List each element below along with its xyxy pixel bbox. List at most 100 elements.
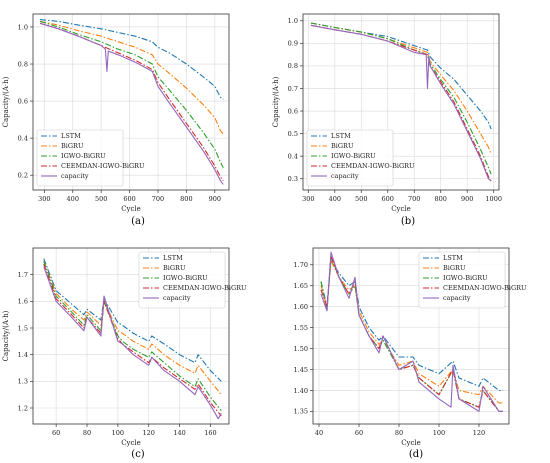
y-axis-label: Capacity/(A·h) (2, 76, 10, 127)
x-tick-label: 60 (355, 429, 363, 437)
x-tick-label: 100 (433, 429, 445, 437)
y-tick-label: 1.70 (294, 261, 308, 269)
y-tick-label: 1.45 (294, 366, 308, 374)
x-tick-label: 500 (355, 195, 367, 203)
legend-box (138, 251, 226, 309)
x-tick-label: 700 (152, 195, 164, 203)
x-tick-label: 800 (435, 195, 447, 203)
series-line-ceemdan-igwo-bigru (39, 22, 224, 182)
y-tick-label: 1.3 (18, 378, 28, 386)
x-tick-label: 300 (38, 195, 50, 203)
panel-caption: (a) (131, 216, 145, 227)
series-line-igwo-bigru (320, 255, 503, 412)
x-tick-label: 500 (95, 195, 107, 203)
legend-entry: LSTM (163, 254, 183, 262)
x-tick-label: 80 (83, 429, 91, 437)
y-tick-label: 1.6 (18, 298, 28, 306)
legend-entry: IGWO-BiGRU (443, 274, 488, 282)
y-tick-label: 1.7 (18, 271, 28, 279)
x-tick-label: 300 (302, 195, 314, 203)
legend-entry: BiGRU (443, 264, 466, 272)
x-tick-label: 100 (112, 429, 124, 437)
legend-entry: capacity (331, 172, 359, 180)
y-tick-label: 0.6 (288, 107, 298, 115)
x-axis-label: Cycle (391, 205, 411, 213)
panel-a: 300 400 500 600 700 800 900 0.2 0.4 0.6 0.8 1.0 Cycl… (2, 13, 230, 227)
x-tick-label: 1000 (485, 195, 502, 203)
legend-entry: CEEMDAN-IGWO-BiGRU (331, 162, 415, 170)
y-tick-label: 1.5 (18, 324, 28, 332)
series-line-capacity (310, 24, 492, 182)
legend-entry: IGWO-BiGRU (331, 152, 376, 160)
y-tick-label: 0.7 (288, 85, 298, 93)
series-line-bigru (43, 261, 222, 396)
x-tick-label: 900 (461, 195, 473, 203)
x-tick-label: 60 (52, 429, 60, 437)
legend-entry: IGWO-BiGRU (61, 152, 106, 160)
y-tick-label: 1.60 (294, 303, 308, 311)
x-tick-label: 40 (315, 429, 323, 437)
y-tick-label: 0.5 (288, 130, 298, 138)
y-tick-label: 0.6 (18, 97, 28, 105)
x-tick-label: 700 (408, 195, 420, 203)
y-tick-label: 1.55 (294, 324, 308, 332)
x-tick-label: 900 (209, 195, 221, 203)
legend-entry: BiGRU (61, 142, 84, 150)
legend-box (418, 251, 506, 309)
series-line-ceemdan-igwo-bigru (43, 263, 222, 417)
series-line-lstm (43, 258, 222, 382)
x-tick-label: 80 (395, 429, 403, 437)
plot-frame (302, 13, 500, 191)
legend-entry: capacity (163, 294, 191, 302)
legend-entry: capacity (443, 294, 471, 302)
y-tick-label: 1.0 (18, 23, 28, 31)
x-tick-label: 120 (473, 429, 485, 437)
legend-entry: BiGRU (331, 142, 354, 150)
plot-frame (32, 13, 230, 191)
y-axis-label: Capacity/(A·h) (272, 76, 280, 127)
series-line-lstm (40, 19, 224, 100)
x-tick-label: 600 (382, 195, 394, 203)
panel-d: 40 60 80 100 120 1.35 1.40 1.45 1.50 1.55 1.60 1.65… (294, 247, 527, 460)
y-tick-label: 0.8 (288, 62, 298, 70)
panel-caption: (c) (131, 449, 145, 460)
series-line-bigru (39, 20, 224, 135)
y-tick-label: 1.0 (288, 17, 298, 25)
y-tick-label: 1.65 (294, 282, 308, 290)
legend-box (36, 129, 124, 187)
x-axis-label: Cycle (401, 439, 421, 447)
panel-b: 300 400 500 600 700 800 900 1000 0.3 0.4 0.5 0.6 0.7… (272, 13, 502, 227)
x-tick-label: 600 (123, 195, 135, 203)
series-line-igwo-bigru (43, 261, 222, 412)
y-tick-label: 1.40 (294, 387, 308, 395)
legend-entry: CEEMDAN-IGWO-BiGRU (61, 162, 145, 170)
legend: LSTM BiGRU IGWO-BiGRU CEEMDAN-IGWO-BiGRU cap… (138, 251, 247, 309)
x-tick-label: 400 (329, 195, 341, 203)
legend-entry: LSTM (61, 132, 81, 140)
y-tick-label: 0.2 (18, 171, 28, 179)
legend-box (306, 129, 394, 187)
legend: LSTM BiGRU IGWO-BiGRU CEEMDAN-IGWO-BiGRU cap… (36, 129, 145, 187)
plot-frame (312, 247, 510, 425)
y-tick-label: 1.2 (18, 404, 28, 412)
legend-entry: CEEMDAN-IGWO-BiGRU (443, 284, 527, 292)
legend-entry: capacity (61, 172, 89, 180)
legend: LSTM BiGRU IGWO-BiGRU CEEMDAN-IGWO-BiGRU cap… (306, 129, 415, 187)
y-tick-label: 1.4 (18, 351, 28, 359)
y-tick-label: 0.9 (288, 40, 298, 48)
panel-caption: (b) (401, 216, 415, 227)
y-tick-label: 0.4 (18, 134, 28, 142)
legend-entry: CEEMDAN-IGWO-BiGRU (163, 284, 247, 292)
series-line-igwo-bigru (39, 20, 224, 169)
series-line-capacity (39, 22, 224, 185)
x-tick-label: 400 (67, 195, 79, 203)
series-line-capacity (43, 266, 222, 420)
plot-frame (32, 247, 230, 425)
legend-entry: BiGRU (163, 264, 186, 272)
legend-entry: LSTM (443, 254, 463, 262)
legend-entry: LSTM (331, 132, 351, 140)
x-tick-label: 800 (180, 195, 192, 203)
x-tick-label: 160 (204, 429, 216, 437)
x-tick-label: 140 (173, 429, 185, 437)
